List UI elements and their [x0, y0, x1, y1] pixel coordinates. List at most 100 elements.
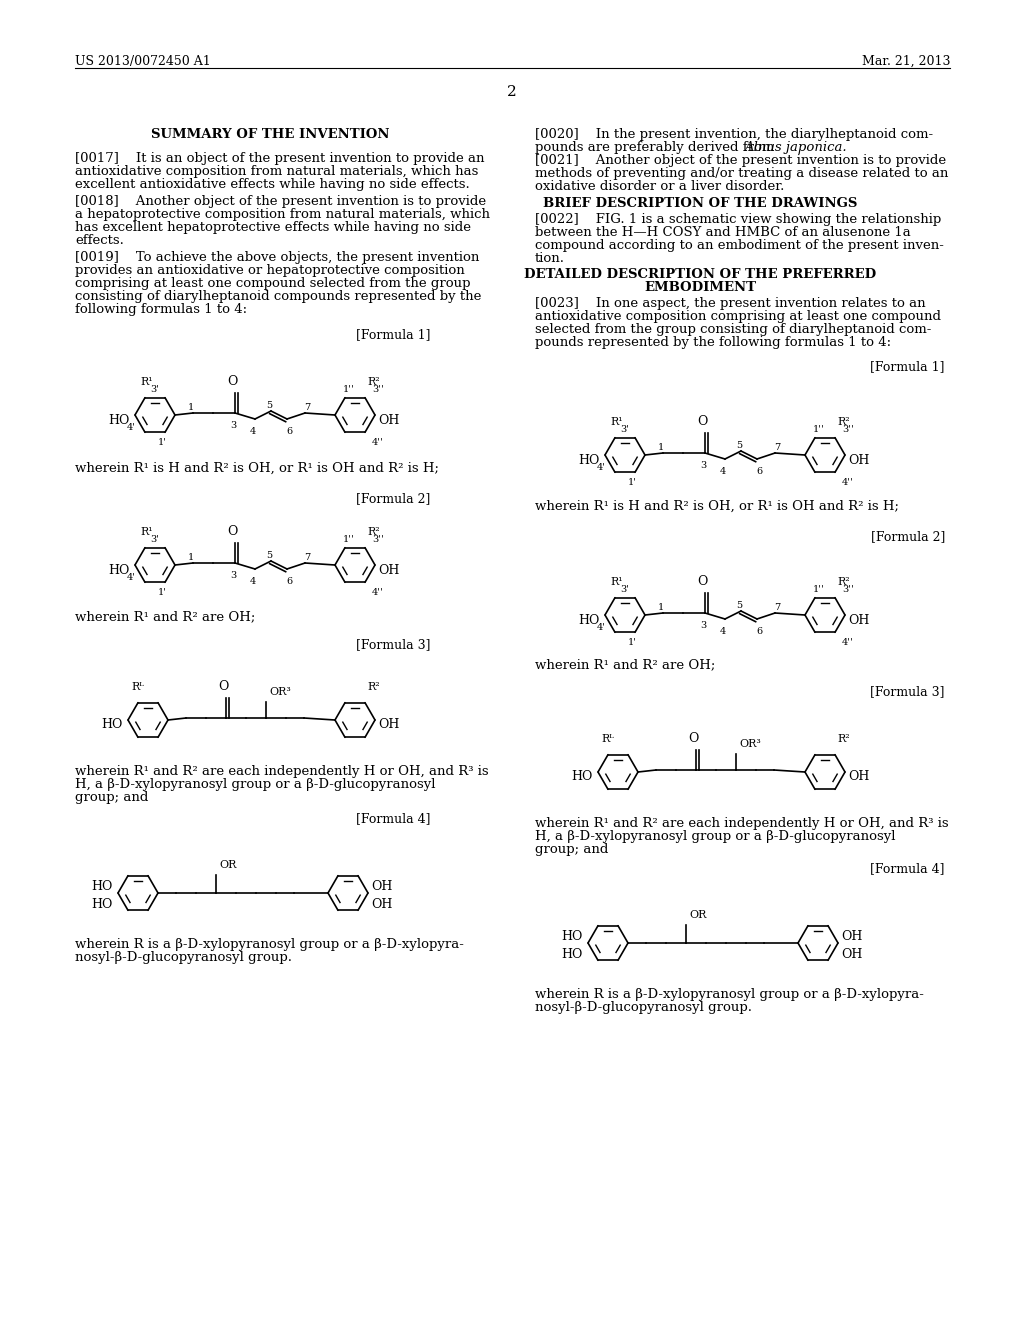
- Text: O: O: [226, 525, 238, 539]
- Text: antioxidative composition from natural materials, which has: antioxidative composition from natural m…: [75, 165, 478, 178]
- Text: group; and: group; and: [75, 791, 148, 804]
- Text: comprising at least one compound selected from the group: comprising at least one compound selecte…: [75, 277, 470, 290]
- Text: O: O: [696, 576, 708, 587]
- Text: US 2013/0072450 A1: US 2013/0072450 A1: [75, 55, 211, 69]
- Text: HO: HO: [571, 771, 593, 784]
- Text: pounds are preferably derived from: pounds are preferably derived from: [535, 141, 778, 154]
- Text: 4': 4': [127, 573, 136, 582]
- Text: R²: R²: [837, 577, 850, 587]
- Text: [0021]    Another object of the present invention is to provide: [0021] Another object of the present inv…: [535, 154, 946, 168]
- Text: O: O: [218, 680, 228, 693]
- Text: 2: 2: [507, 84, 517, 99]
- Text: wherein R¹ is H and R² is OH, or R¹ is OH and R² is H;: wherein R¹ is H and R² is OH, or R¹ is O…: [535, 500, 899, 513]
- Text: 1': 1': [158, 438, 167, 447]
- Text: OH: OH: [371, 880, 392, 894]
- Text: OR: OR: [689, 909, 707, 920]
- Text: HO: HO: [91, 899, 113, 912]
- Text: EMBODIMENT: EMBODIMENT: [644, 281, 756, 294]
- Text: OR³: OR³: [269, 686, 291, 697]
- Text: R²: R²: [837, 734, 850, 744]
- Text: 4'': 4'': [372, 587, 384, 597]
- Text: Mar. 21, 2013: Mar. 21, 2013: [861, 55, 950, 69]
- Text: 7: 7: [304, 403, 310, 412]
- Text: selected from the group consisting of diarylheptanoid com-: selected from the group consisting of di…: [535, 323, 932, 337]
- Text: 4': 4': [597, 623, 606, 632]
- Text: 1: 1: [187, 403, 195, 412]
- Text: [Formula 2]: [Formula 2]: [870, 531, 945, 543]
- Text: 3: 3: [699, 461, 707, 470]
- Text: has excellent hepatoprotective effects while having no side: has excellent hepatoprotective effects w…: [75, 220, 471, 234]
- Text: OH: OH: [848, 614, 869, 627]
- Text: [Formula 4]: [Formula 4]: [355, 812, 430, 825]
- Text: 1'': 1'': [343, 385, 354, 393]
- Text: 3'': 3'': [842, 585, 854, 594]
- Text: H, a β-D-xylopyranosyl group or a β-D-glucopyranosyl: H, a β-D-xylopyranosyl group or a β-D-gl…: [535, 830, 896, 843]
- Text: 3'': 3'': [372, 385, 384, 393]
- Text: nosyl-β-D-glucopyranosyl group.: nosyl-β-D-glucopyranosyl group.: [75, 950, 292, 964]
- Text: HO: HO: [579, 454, 600, 466]
- Text: 1': 1': [628, 638, 637, 647]
- Text: 7: 7: [774, 444, 780, 451]
- Text: 1'': 1'': [813, 585, 824, 594]
- Text: 1: 1: [657, 603, 665, 612]
- Text: compound according to an embodiment of the present inven-: compound according to an embodiment of t…: [535, 239, 944, 252]
- Text: HO: HO: [561, 931, 583, 944]
- Text: 3'': 3'': [372, 535, 384, 544]
- Text: wherein R is a β-D-xylopyranosyl group or a β-D-xylopyra-: wherein R is a β-D-xylopyranosyl group o…: [535, 987, 924, 1001]
- Text: [Formula 2]: [Formula 2]: [355, 492, 430, 506]
- Text: [Formula 4]: [Formula 4]: [870, 862, 945, 875]
- Text: wherein R¹ and R² are each independently H or OH, and R³ is: wherein R¹ and R² are each independently…: [535, 817, 948, 830]
- Text: R²: R²: [367, 527, 380, 537]
- Text: OH: OH: [378, 413, 399, 426]
- Text: 4: 4: [250, 577, 256, 586]
- Text: OH: OH: [848, 771, 869, 784]
- Text: wherein R is a β-D-xylopyranosyl group or a β-D-xylopyra-: wherein R is a β-D-xylopyranosyl group o…: [75, 939, 464, 950]
- Text: [Formula 3]: [Formula 3]: [355, 638, 430, 651]
- Text: [0023]    In one aspect, the present invention relates to an: [0023] In one aspect, the present invent…: [535, 297, 926, 310]
- Text: OH: OH: [378, 564, 399, 577]
- Text: antioxidative composition comprising at least one compound: antioxidative composition comprising at …: [535, 310, 941, 323]
- Text: oxidative disorder or a liver disorder.: oxidative disorder or a liver disorder.: [535, 180, 784, 193]
- Text: wherein R¹ and R² are OH;: wherein R¹ and R² are OH;: [535, 657, 716, 671]
- Text: 1: 1: [187, 553, 195, 562]
- Text: SUMMARY OF THE INVENTION: SUMMARY OF THE INVENTION: [151, 128, 389, 141]
- Text: 3'': 3'': [842, 425, 854, 434]
- Text: [0018]    Another object of the present invention is to provide: [0018] Another object of the present inv…: [75, 195, 486, 209]
- Text: 1': 1': [628, 478, 637, 487]
- Text: nosyl-β-D-glucopyranosyl group.: nosyl-β-D-glucopyranosyl group.: [535, 1001, 752, 1014]
- Text: 1'': 1'': [813, 425, 824, 434]
- Text: consisting of diarylheptanoid compounds represented by the: consisting of diarylheptanoid compounds …: [75, 290, 481, 304]
- Text: provides an antioxidative or hepatoprotective composition: provides an antioxidative or hepatoprote…: [75, 264, 465, 277]
- Text: 1'': 1'': [343, 535, 354, 544]
- Text: O: O: [226, 375, 238, 388]
- Text: wherein R¹ is H and R² is OH, or R¹ is OH and R² is H;: wherein R¹ is H and R² is OH, or R¹ is O…: [75, 462, 439, 475]
- Text: 3': 3': [150, 385, 159, 393]
- Text: 4': 4': [597, 463, 606, 473]
- Text: Rᴸ: Rᴸ: [601, 734, 613, 744]
- Text: [Formula 1]: [Formula 1]: [870, 360, 945, 374]
- Text: R²: R²: [367, 682, 380, 692]
- Text: 5: 5: [736, 601, 742, 610]
- Text: 6: 6: [756, 467, 762, 477]
- Text: 6: 6: [286, 577, 292, 586]
- Text: R¹: R¹: [610, 417, 623, 426]
- Text: Alnus japonica.: Alnus japonica.: [744, 141, 847, 154]
- Text: group; and: group; and: [535, 843, 608, 855]
- Text: 4': 4': [127, 422, 136, 432]
- Text: OH: OH: [378, 718, 399, 731]
- Text: 3: 3: [699, 620, 707, 630]
- Text: 3: 3: [229, 421, 237, 430]
- Text: OR: OR: [219, 861, 237, 870]
- Text: 3': 3': [620, 585, 629, 594]
- Text: [0017]    It is an object of the present invention to provide an: [0017] It is an object of the present in…: [75, 152, 484, 165]
- Text: H, a β-D-xylopyranosyl group or a β-D-glucopyranosyl: H, a β-D-xylopyranosyl group or a β-D-gl…: [75, 777, 435, 791]
- Text: HO: HO: [101, 718, 123, 731]
- Text: O: O: [688, 733, 698, 744]
- Text: [Formula 1]: [Formula 1]: [355, 327, 430, 341]
- Text: tion.: tion.: [535, 252, 565, 265]
- Text: OH: OH: [841, 931, 862, 944]
- Text: 4'': 4'': [372, 438, 384, 447]
- Text: HO: HO: [109, 564, 130, 577]
- Text: excellent antioxidative effects while having no side effects.: excellent antioxidative effects while ha…: [75, 178, 470, 191]
- Text: OH: OH: [371, 899, 392, 912]
